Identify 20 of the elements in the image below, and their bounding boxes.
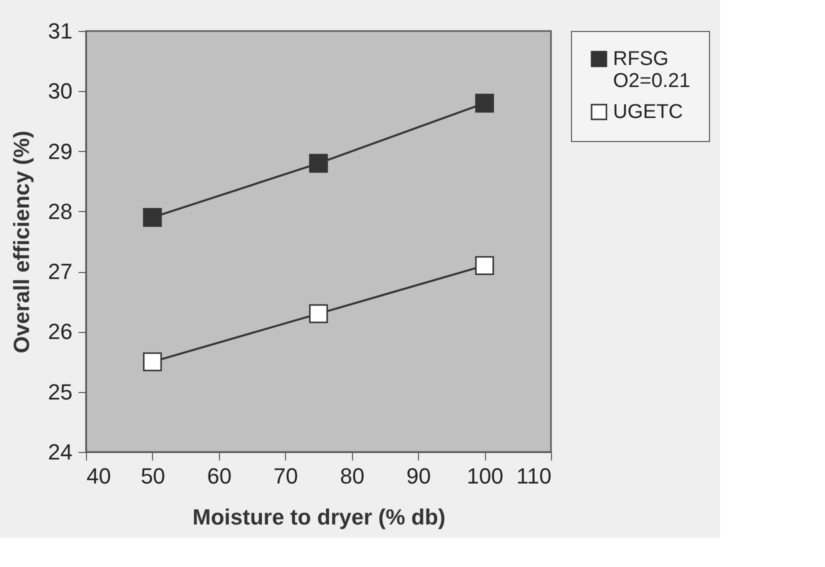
y-tick-label: 29 — [48, 138, 72, 164]
x-tick-label: 80 — [340, 464, 364, 488]
y-tick-label: 31 — [48, 18, 72, 44]
legend-label: UGETC — [613, 101, 683, 123]
x-tick-label: 100 — [466, 464, 504, 488]
x-tick-label: 70 — [274, 464, 298, 488]
x-tick-label: 110 — [516, 464, 552, 488]
legend-label: RFSG O2=0.21 — [613, 48, 690, 92]
y-tick-label: 26 — [48, 319, 72, 344]
y-tick-label: 30 — [48, 78, 72, 104]
y-tick-label: 24 — [48, 440, 72, 464]
x-tick-label: 40 — [86, 464, 111, 488]
x-tick-label: 90 — [406, 464, 431, 488]
y-tick-label: 25 — [48, 379, 72, 404]
y-axis-title: Overall efficiency (%) — [9, 130, 34, 354]
x-tick-label: 50 — [140, 464, 166, 488]
y-tick-label: 28 — [48, 198, 72, 224]
y-tick-label: 27 — [48, 259, 72, 284]
x-tick-label: 60 — [207, 464, 232, 488]
x-axis-title: Moisture to dryer (% db) — [192, 504, 446, 530]
